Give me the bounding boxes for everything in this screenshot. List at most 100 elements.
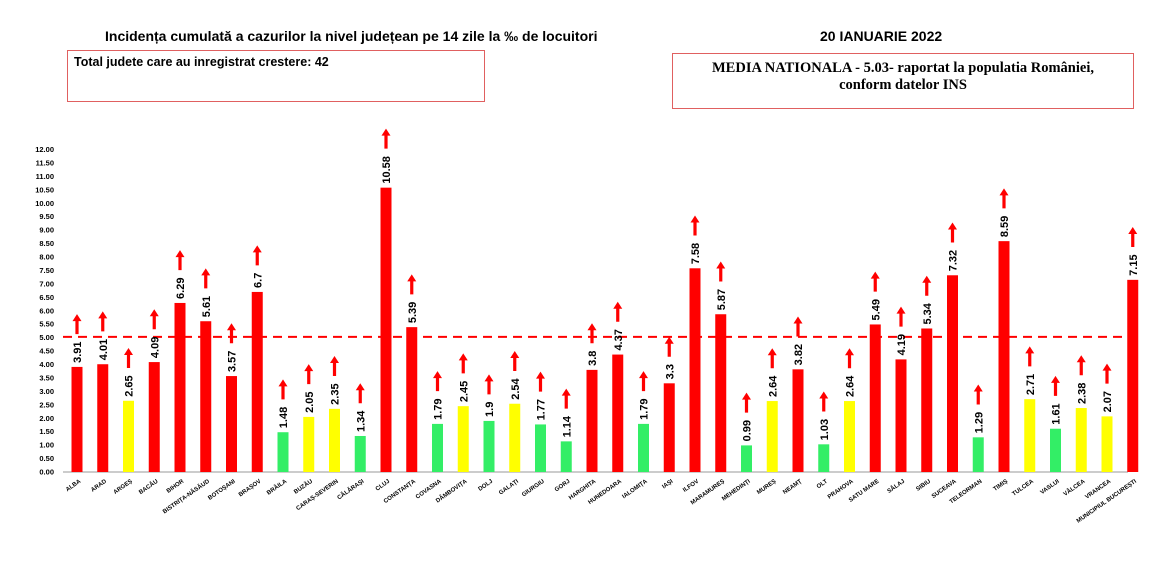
total-increase-text: Total judete care au inregistrat crester…	[74, 55, 329, 69]
trend-up-arrow	[587, 323, 597, 344]
trend-up-arrow	[690, 215, 700, 236]
trend-arrows-group	[72, 128, 1138, 413]
y-tick-label: 9.50	[39, 212, 54, 221]
trend-up-arrow	[227, 323, 236, 344]
bar	[638, 423, 649, 472]
category-label: BUZĂU	[293, 478, 314, 496]
category-label: GORJ	[554, 479, 571, 494]
trend-up-arrow	[716, 261, 726, 282]
bar	[380, 187, 392, 472]
bar	[1101, 416, 1113, 472]
trend-up-arrow	[381, 128, 391, 149]
trend-up-arrow	[149, 309, 159, 330]
bar	[560, 441, 572, 472]
category-label: BIHOR	[166, 478, 186, 494]
bar	[998, 241, 1010, 472]
value-label: 1.34	[355, 410, 367, 432]
y-tick-label: 4.00	[39, 360, 54, 369]
report-date: 20 IANUARIE 2022	[820, 28, 943, 44]
category-label: BACĂU	[138, 478, 160, 496]
trend-up-arrow	[1128, 227, 1138, 248]
value-label: 3.8	[587, 351, 599, 366]
trend-up-arrow	[72, 314, 82, 335]
y-tick-label: 8.50	[39, 239, 54, 248]
value-label: 4.09	[149, 337, 161, 358]
trend-up-arrow	[175, 250, 185, 271]
bar	[200, 321, 212, 472]
y-tick-label: 4.50	[39, 347, 54, 356]
trend-up-arrow	[407, 274, 417, 295]
trend-up-arrow	[896, 306, 906, 327]
trend-up-arrow	[742, 392, 751, 413]
category-label: BISTRIȚA-NĂSĂUD	[162, 478, 212, 516]
category-label: OLT	[816, 479, 829, 491]
y-tick-label: 11.50	[36, 158, 54, 167]
y-tick-label: 3.00	[39, 387, 54, 396]
trend-up-arrow	[458, 353, 468, 374]
category-label: TULCEA	[1012, 478, 1036, 497]
category-label: TIMIȘ	[993, 479, 1010, 493]
y-tick-label: 11.00	[36, 172, 54, 181]
bar	[792, 369, 804, 472]
trend-up-arrow	[561, 388, 571, 409]
category-label: CLUJ	[375, 479, 391, 493]
value-label: 2.71	[1025, 374, 1037, 395]
trend-up-arrow	[98, 311, 108, 332]
bar	[947, 275, 958, 472]
value-label: 7.15	[1128, 254, 1140, 275]
category-label: DOLJ	[478, 479, 495, 493]
y-tick-label: 2.50	[39, 400, 54, 409]
value-label: 2.05	[304, 391, 316, 412]
bar	[1075, 408, 1087, 472]
value-label: 1.79	[639, 398, 651, 419]
bar	[174, 302, 186, 472]
category-label: IALOMIȚA	[621, 478, 649, 500]
category-label: MUREȘ	[756, 479, 777, 496]
value-label: 5.34	[922, 302, 934, 324]
y-tick-label: 7.50	[39, 266, 54, 275]
value-label: 1.03	[819, 419, 831, 440]
trend-up-arrow	[536, 371, 545, 392]
trend-up-arrow	[1076, 355, 1086, 376]
trend-up-arrow	[639, 371, 648, 392]
value-label: 5.39	[407, 302, 419, 323]
value-labels-group: 3.91 4.01 2.65 4.09 6.29 5.61 3.57 6.7 1.48 2.05 2…	[72, 156, 1140, 441]
bar	[1050, 428, 1061, 472]
bar	[895, 359, 907, 472]
bar	[972, 437, 984, 472]
trend-up-arrow	[948, 222, 957, 243]
bar	[921, 328, 933, 472]
category-label: GALAȚI	[498, 479, 520, 497]
value-label: 0.99	[742, 420, 754, 441]
bar	[457, 406, 469, 472]
category-label: ARAD	[90, 478, 108, 493]
value-label: 4.01	[98, 339, 110, 360]
bar	[71, 366, 83, 472]
trend-up-arrow	[484, 374, 494, 395]
bar	[251, 291, 263, 472]
trend-up-arrow	[613, 301, 623, 322]
trend-up-arrow	[124, 347, 133, 368]
category-label: ARGEȘ	[113, 479, 134, 496]
y-tick-label: 6.00	[39, 306, 54, 315]
trend-up-arrow	[845, 348, 854, 369]
trend-up-arrow	[767, 348, 777, 369]
y-tick-label: 10.00	[35, 199, 54, 208]
bar	[741, 445, 752, 472]
value-label: 8.59	[999, 216, 1011, 237]
value-label: 3.82	[793, 344, 805, 365]
trend-up-arrow	[252, 245, 262, 266]
value-label: 7.32	[948, 250, 960, 271]
category-label: ILFOV	[682, 479, 700, 494]
y-tick-label: 7.00	[39, 279, 54, 288]
value-label: 2.65	[124, 375, 136, 396]
category-label: VASLUI	[1040, 479, 1061, 496]
category-label: VÂLCEA	[1062, 478, 1087, 498]
trend-up-arrow	[278, 379, 288, 400]
category-labels-group: ALBA ARAD ARGEȘ BACĂU BIHORBISTRIȚA-NĂSĂUDBO…	[65, 478, 1138, 525]
trend-up-arrow	[870, 271, 880, 292]
value-label: 2.64	[767, 375, 779, 397]
y-axis-ticks: 0.00 0.50 1.00 1.50 2.00 2.50 3.00 3.50 4.00 4.50…	[35, 145, 54, 477]
value-label: 2.07	[1102, 391, 1114, 412]
value-label: 1.79	[433, 398, 445, 419]
